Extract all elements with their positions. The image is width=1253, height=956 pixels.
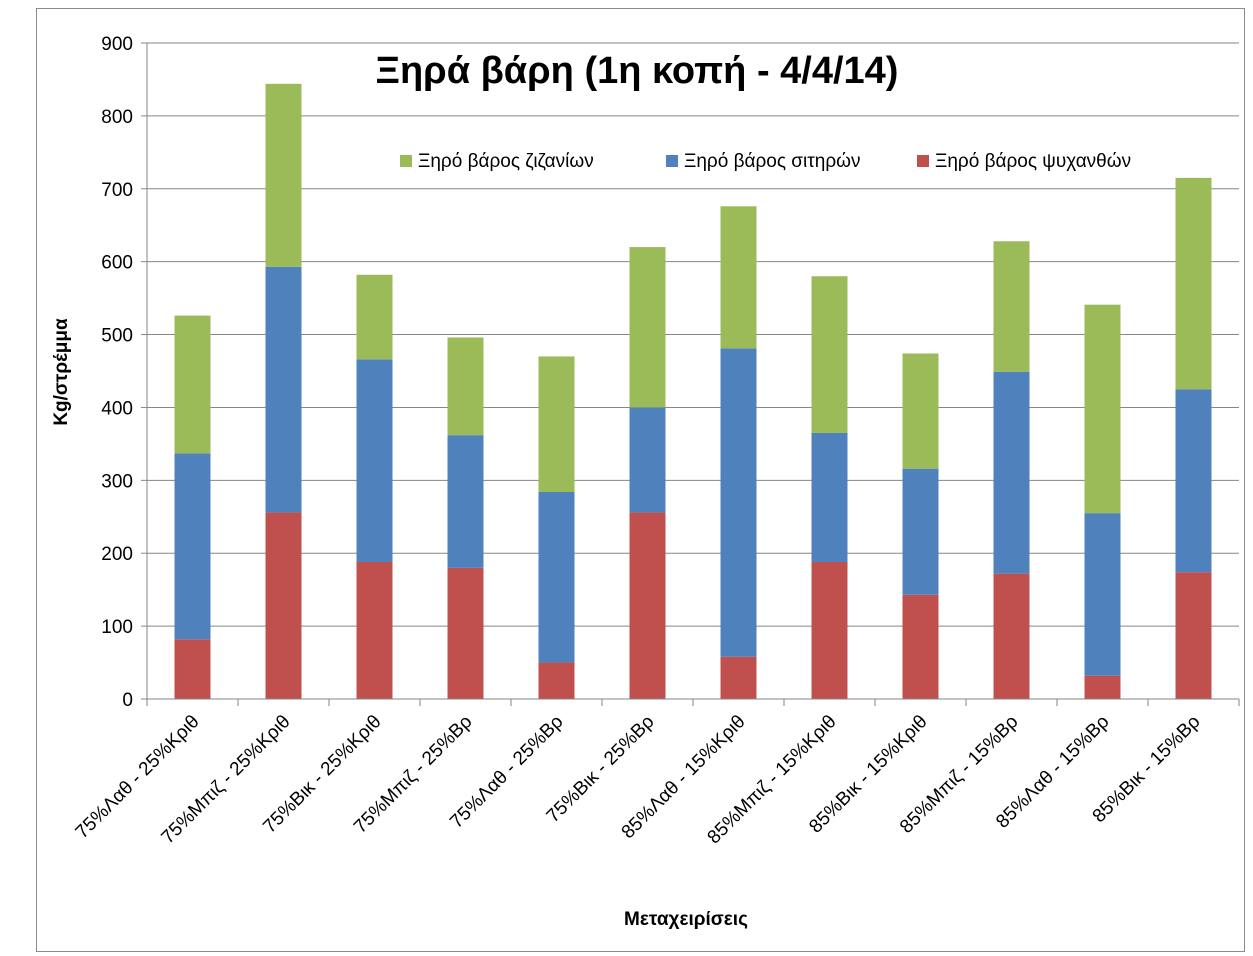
- bar-segment: [1084, 513, 1121, 676]
- bar-segment: [174, 453, 211, 640]
- bar-segment: [356, 359, 393, 562]
- legend-label: Ξηρό βάρος ζιζανίων: [418, 151, 594, 172]
- bar-segment: [265, 512, 302, 699]
- bar-segment: [1175, 572, 1212, 699]
- y-tick-label: 200: [101, 544, 133, 565]
- y-tick-label: 400: [101, 398, 133, 419]
- bar-segment: [993, 241, 1030, 372]
- bar-segment: [902, 353, 939, 469]
- bar-segment: [993, 371, 1030, 574]
- bar-segment: [447, 337, 484, 436]
- y-tick-label: 300: [101, 471, 133, 492]
- y-tick-label: 100: [101, 617, 133, 638]
- y-tick-labels: 0 100 200 300 400 500 600 700 800 900: [101, 34, 133, 711]
- bar-segment: [1175, 389, 1212, 573]
- legend-swatch: [400, 155, 412, 167]
- bar-segment: [720, 656, 757, 699]
- legend-label: Ξηρό βάρος ψυχανθών: [935, 151, 1131, 172]
- bar-segment: [538, 356, 575, 492]
- bar-segment: [174, 315, 211, 454]
- legend: Ξηρό βάρος ζιζανίων Ξηρό βάρος σιτηρών Ξηρ…: [400, 151, 1131, 172]
- bar-segment: [993, 573, 1030, 699]
- y-tick-label: 500: [101, 326, 133, 347]
- y-tick-label: 900: [101, 34, 133, 55]
- legend-label: Ξηρό βάρος σιτηρών: [684, 151, 860, 172]
- y-axis-title: Kg/στρέμμα: [51, 318, 72, 426]
- y-tick-label: 700: [101, 180, 133, 201]
- chart-title: Ξηρά βάρη (1η κοπή - 4/4/14): [376, 50, 899, 92]
- bar-segment: [265, 266, 302, 513]
- legend-swatch: [917, 155, 929, 167]
- bar-segment: [1175, 177, 1212, 390]
- legend-swatch: [666, 155, 678, 167]
- bar-segment: [356, 274, 393, 360]
- bar-segment: [356, 561, 393, 699]
- bar-segment: [629, 512, 666, 699]
- bar-segment: [720, 206, 757, 349]
- bar-segment: [629, 407, 666, 513]
- y-tick-label: 600: [101, 253, 133, 274]
- bar-segment: [265, 83, 302, 267]
- y-tick-label: 800: [101, 107, 133, 128]
- bar-segment: [811, 276, 848, 433]
- gridlines: [147, 42, 1239, 627]
- bar-segment: [902, 468, 939, 595]
- bar-segment: [447, 567, 484, 699]
- bar-segment: [447, 435, 484, 568]
- bar-segment: [811, 432, 848, 562]
- bars: [174, 83, 1212, 699]
- bar-segment: [629, 247, 666, 408]
- bar-segment: [174, 639, 211, 699]
- axes: [141, 42, 1240, 706]
- bar-segment: [538, 662, 575, 699]
- bar-segment: [902, 594, 939, 699]
- bar-segment: [1084, 304, 1121, 514]
- bar-segment: [1084, 675, 1121, 699]
- y-tick-label: 0: [122, 690, 133, 711]
- bar-segment: [538, 491, 575, 663]
- x-axis-title: Μεταχειρίσεις: [624, 909, 748, 930]
- bar-segment: [811, 561, 848, 699]
- bar-segment: [720, 348, 757, 657]
